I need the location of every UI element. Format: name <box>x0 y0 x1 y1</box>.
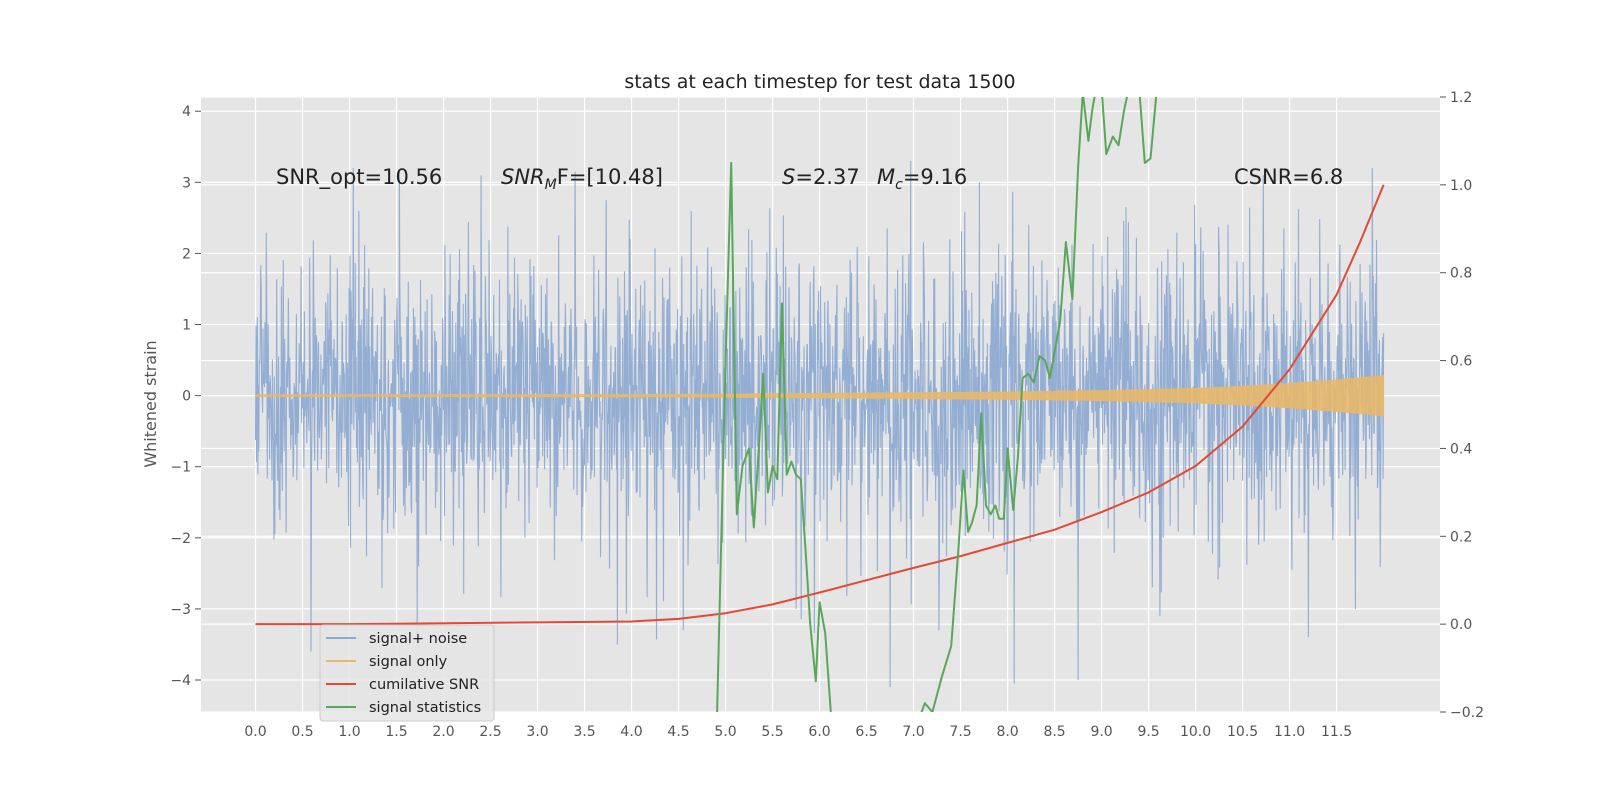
x-tick-label: 9.5 <box>1137 724 1159 740</box>
legend-box <box>319 624 495 722</box>
legend-label-signal-noise: signal+ noise <box>369 631 467 647</box>
x-tick-label: 6.0 <box>808 724 830 740</box>
series-layer <box>254 97 1385 712</box>
series-signal-statistics <box>716 97 1158 712</box>
chart-title: stats at each timestep for test data 150… <box>624 71 1015 93</box>
annotations: SNR_opt=10.56 SNRMF=[10.48] S=2.37 Mc=9.… <box>276 165 1343 193</box>
y-tick-label: 0 <box>182 389 191 405</box>
y-tick-label: −1 <box>170 460 191 476</box>
annotation-snr-mf: SNRMF=[10.48] <box>501 165 663 193</box>
x-tick-label: 10.0 <box>1180 724 1211 740</box>
x-tick-label: 4.0 <box>620 724 642 740</box>
x-tick-label: 10.5 <box>1227 724 1258 740</box>
x-tick-label: 2.5 <box>479 724 501 740</box>
x-tick-label: 5.0 <box>714 724 736 740</box>
x-tick-label: 7.5 <box>949 724 971 740</box>
y-tick-label: 3 <box>182 175 191 191</box>
x-tick-label: 2.0 <box>432 724 454 740</box>
x-tick-label: 6.5 <box>855 724 877 740</box>
x-tick-label: 8.0 <box>996 724 1018 740</box>
y2-tick-label: 0.2 <box>1450 529 1472 545</box>
legend-label-signal-statistics: signal statistics <box>369 700 481 716</box>
y2-tick-label: −0.2 <box>1450 705 1484 721</box>
y2-tick-label: 0.4 <box>1450 441 1472 457</box>
y-tick-label: 1 <box>182 318 191 334</box>
x-tick-label: 1.5 <box>385 724 407 740</box>
y-tick-label: −2 <box>170 531 191 547</box>
series-signal-noise <box>254 160 1385 688</box>
series-cumulative-snr <box>255 184 1385 626</box>
x-tick-label: 0.5 <box>291 724 313 740</box>
y-tick-label: −3 <box>170 602 191 618</box>
y-axis-label: Whitened strain <box>141 340 160 467</box>
x-tick-label: 7.0 <box>902 724 924 740</box>
y2-tick-label: 0.8 <box>1450 266 1472 282</box>
x-tick-label: 3.0 <box>526 724 548 740</box>
x-tick-label: 11.5 <box>1321 724 1352 740</box>
x-tick-label: 0.0 <box>244 724 266 740</box>
legend-label-signal-only: signal only <box>369 654 448 670</box>
series-signal-only <box>255 375 1385 417</box>
y2-tick-label: 1.2 <box>1450 90 1472 106</box>
axes: 0.0 0.5 1.0 1.5 2.0 2.5 3.0 3.5 4.0 4.5 5.0 5.5 6.0 6… <box>170 90 1484 740</box>
y-tick-label: −4 <box>170 673 191 689</box>
legend: signal+ noise signal only cumilative SNR… <box>319 624 495 722</box>
x-tick-label: 1.0 <box>338 724 360 740</box>
y2-tick-label: 0.6 <box>1450 354 1472 370</box>
x-tick-label: 11.0 <box>1274 724 1305 740</box>
x-tick-label: 8.5 <box>1043 724 1065 740</box>
annotation-snr-opt: SNR_opt=10.56 <box>276 165 442 190</box>
y-tick-label: 2 <box>182 246 191 262</box>
x-tick-label: 9.0 <box>1090 724 1112 740</box>
annotation-mc: Mc=9.16 <box>877 165 967 193</box>
annotation-csnr: CSNR=6.8 <box>1234 165 1343 189</box>
y2-tick-label: 0.0 <box>1450 617 1472 633</box>
x-tick-label: 4.5 <box>667 724 689 740</box>
x-tick-label: 3.5 <box>573 724 595 740</box>
annotation-s: S=2.37 <box>782 165 860 189</box>
y-tick-label: 4 <box>182 104 191 120</box>
x-tick-label: 5.5 <box>761 724 783 740</box>
y2-tick-label: 1.0 <box>1450 178 1472 194</box>
legend-label-cumulative-snr: cumilative SNR <box>369 677 479 693</box>
